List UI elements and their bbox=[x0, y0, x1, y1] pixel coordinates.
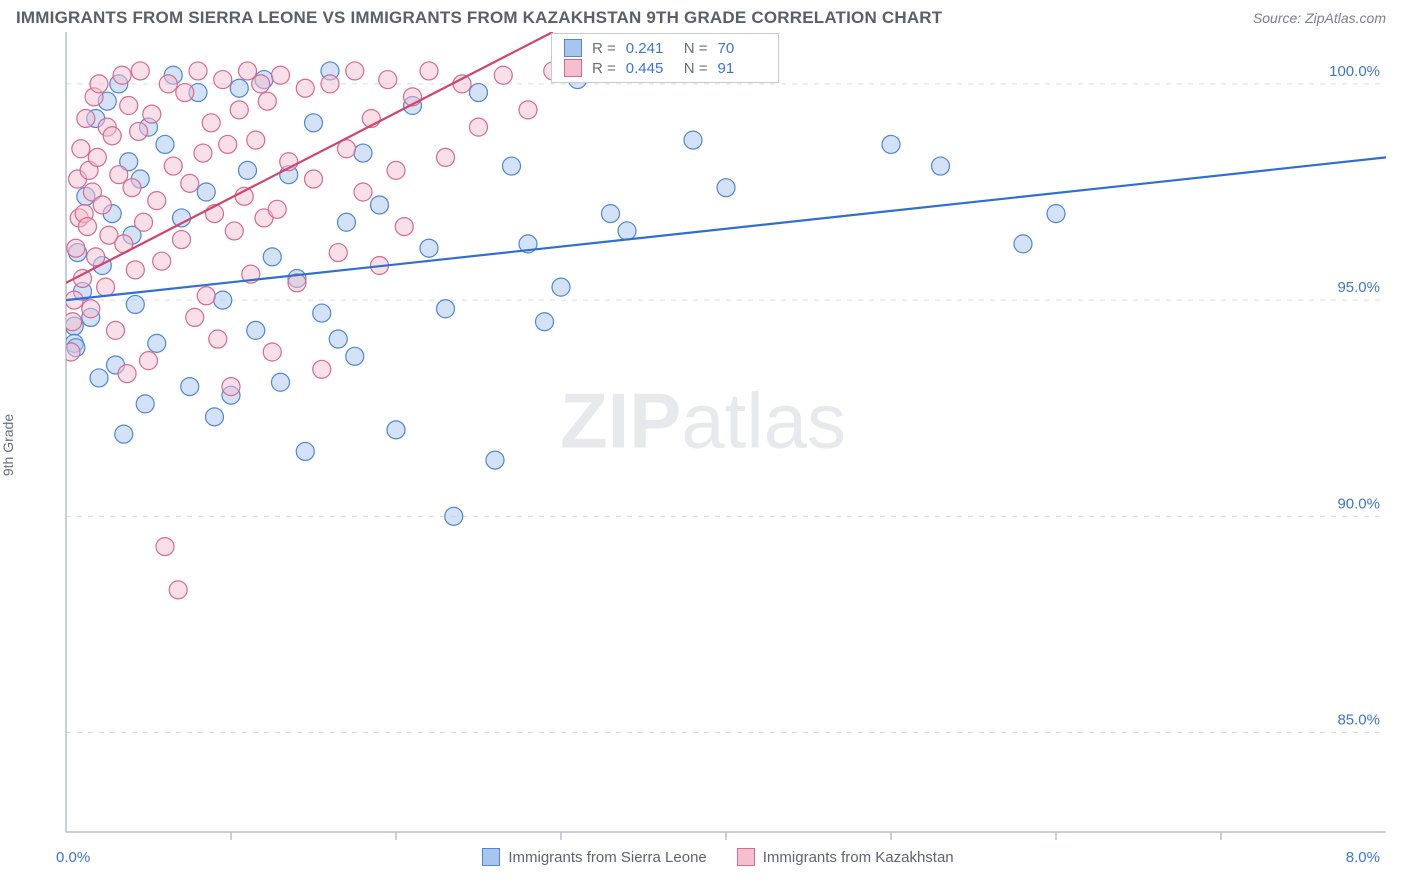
correlation-legend: R = 0.241 N = 70 R = 0.445 N = 91 bbox=[551, 33, 779, 83]
stat-n-label: N = bbox=[684, 60, 708, 77]
stat-n-label: N = bbox=[684, 40, 708, 57]
svg-text:100.0%: 100.0% bbox=[1329, 63, 1380, 80]
legend-label: Immigrants from Sierra Leone bbox=[508, 849, 706, 866]
chart-header: IMMIGRANTS FROM SIERRA LEONE VS IMMIGRAN… bbox=[0, 0, 1406, 32]
svg-text:95.0%: 95.0% bbox=[1337, 279, 1380, 296]
scatter-chart: 85.0% 90.0% 95.0% 100.0% bbox=[16, 32, 1390, 842]
legend-swatch bbox=[564, 39, 582, 57]
stat-n-value: 70 bbox=[718, 40, 766, 57]
svg-text:85.0%: 85.0% bbox=[1337, 712, 1380, 729]
y-axis-label: 9th Grade bbox=[0, 414, 16, 476]
x-tick-right: 8.0% bbox=[1346, 849, 1380, 866]
legend-swatch bbox=[564, 59, 582, 77]
series-legend: Immigrants from Sierra Leone Immigrants f… bbox=[482, 848, 953, 866]
legend-label: Immigrants from Kazakhstan bbox=[763, 849, 954, 866]
stat-r-value: 0.445 bbox=[626, 60, 674, 77]
chart-title: IMMIGRANTS FROM SIERRA LEONE VS IMMIGRAN… bbox=[16, 8, 942, 28]
stat-r-value: 0.241 bbox=[626, 40, 674, 57]
stat-n-value: 91 bbox=[718, 60, 766, 77]
stat-legend-row: R = 0.445 N = 91 bbox=[564, 58, 766, 78]
x-tick-left: 0.0% bbox=[56, 849, 90, 866]
stat-r-label: R = bbox=[592, 60, 616, 77]
stat-r-label: R = bbox=[592, 40, 616, 57]
legend-swatch bbox=[737, 848, 755, 866]
chart-container: 9th Grade 85.0%90.0%95.0%100.0% ZIPatlas… bbox=[16, 32, 1390, 842]
legend-item: Immigrants from Kazakhstan bbox=[737, 848, 954, 866]
legend-item: Immigrants from Sierra Leone bbox=[482, 848, 706, 866]
stat-legend-row: R = 0.241 N = 70 bbox=[564, 38, 766, 58]
svg-text:90.0%: 90.0% bbox=[1337, 495, 1380, 512]
x-axis-row: 0.0% Immigrants from Sierra LeoneImmigra… bbox=[0, 842, 1406, 866]
legend-swatch bbox=[482, 848, 500, 866]
source-label: Source: ZipAtlas.com bbox=[1253, 10, 1386, 26]
